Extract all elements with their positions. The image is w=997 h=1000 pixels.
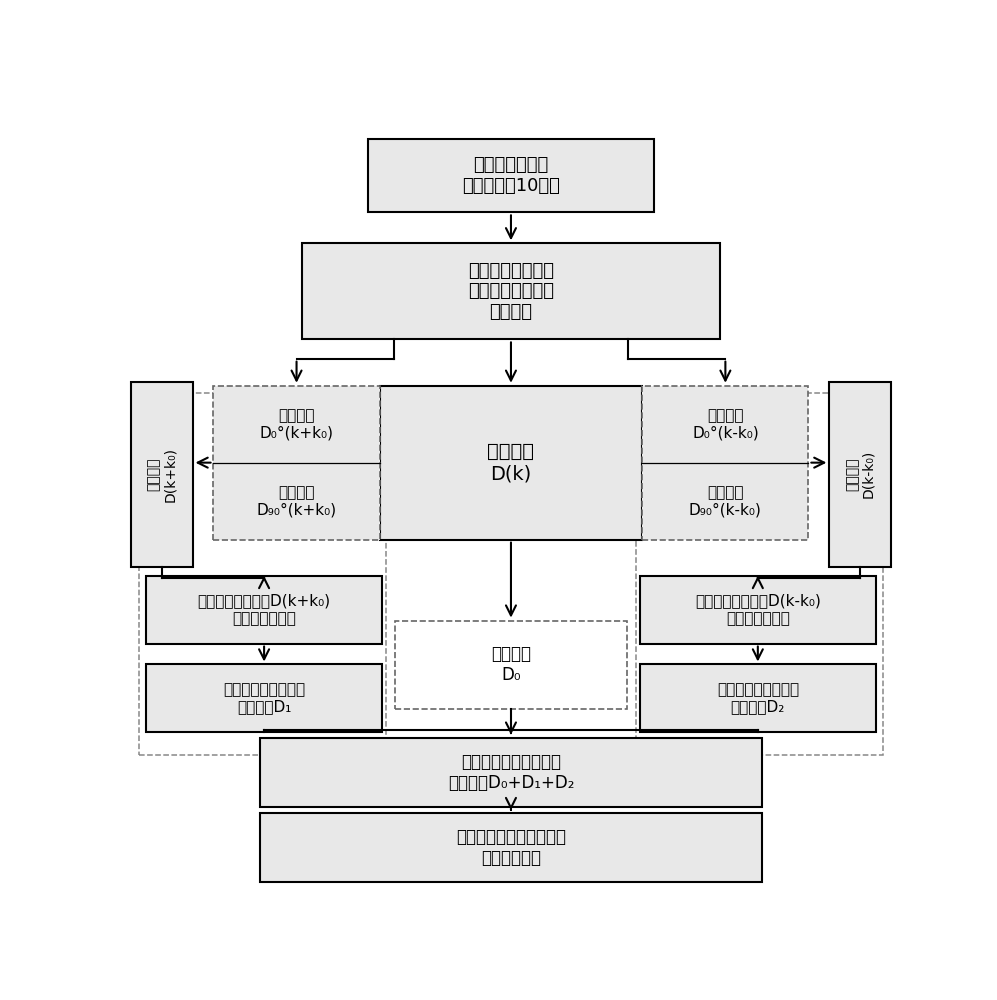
Bar (640, 664, 875, 732)
Bar (302, 243, 720, 339)
Text: 探测器采集图像
（每次直采10张）: 探测器采集图像 （每次直采10张） (462, 156, 560, 195)
Text: 将各方向高频信息D(k+k₀)
频移至正确位置: 将各方向高频信息D(k+k₀) 频移至正确位置 (197, 594, 331, 626)
Bar (260, 813, 762, 882)
Bar (213, 386, 380, 540)
Bar (147, 664, 382, 732)
Text: 低频信息
D₀: 低频信息 D₀ (491, 645, 531, 684)
Text: 高频信息
D(k+k₀): 高频信息 D(k+k₀) (147, 447, 176, 502)
Text: 分辨率各向同性提高的超
分辨重构图像: 分辨率各向同性提高的超 分辨重构图像 (456, 828, 566, 867)
Bar (131, 382, 192, 567)
Text: 高频信息
D₉₀°(k-k₀): 高频信息 D₉₀°(k-k₀) (689, 485, 762, 517)
Text: 将各方向高频信息D(k-k₀)
频移至正确位置: 将各方向高频信息D(k-k₀) 频移至正确位置 (695, 594, 821, 626)
Text: 高频信息
D₀°(k-k₀): 高频信息 D₀°(k-k₀) (692, 408, 759, 440)
Bar (260, 738, 762, 807)
Text: 各方向精确移位后的
高频信息D₁: 各方向精确移位后的 高频信息D₁ (223, 682, 305, 714)
Bar (395, 620, 627, 709)
Bar (642, 386, 809, 540)
Bar (380, 386, 642, 540)
Bar (139, 393, 386, 755)
Text: 高频信息
D₀°(k+k₀): 高频信息 D₀°(k+k₀) (259, 408, 334, 440)
Text: 低频信息
D(k): 低频信息 D(k) (488, 442, 534, 483)
Text: 从采集图像组中分
离出各方向错位的
高频信息: 从采集图像组中分 离出各方向错位的 高频信息 (468, 262, 554, 321)
Bar (830, 382, 891, 567)
Bar (368, 139, 654, 212)
Bar (640, 576, 875, 644)
Text: 各方向精确移位后的
高频信息D₂: 各方向精确移位后的 高频信息D₂ (717, 682, 799, 714)
Bar (636, 393, 883, 755)
Text: 各方向高频信息与低频
信息叠加D₀+D₁+D₂: 各方向高频信息与低频 信息叠加D₀+D₁+D₂ (448, 753, 574, 792)
Bar (147, 576, 382, 644)
Text: 高频信息
D₉₀°(k+k₀): 高频信息 D₉₀°(k+k₀) (256, 485, 337, 517)
Text: 高频信息
D(k-k₀): 高频信息 D(k-k₀) (845, 450, 875, 498)
